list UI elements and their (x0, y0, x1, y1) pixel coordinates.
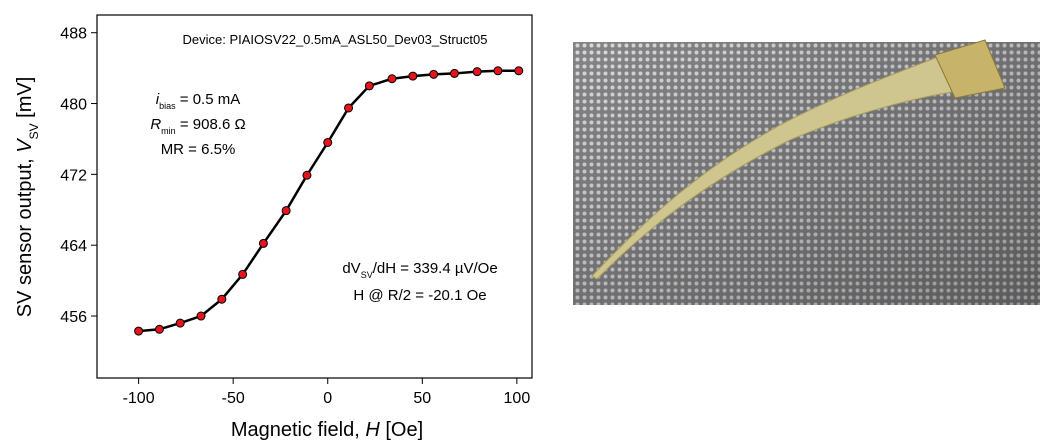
x-tick-label: 0 (323, 390, 332, 407)
point (217, 294, 227, 304)
label-part: H (365, 419, 380, 441)
x-tick-label: 50 (413, 390, 431, 407)
point (154, 324, 164, 334)
point (196, 311, 206, 321)
label-part: [mV] (14, 77, 36, 124)
point (302, 170, 312, 180)
label-part: Magnetic field, (231, 419, 366, 441)
label-part: Device: PIAIOSV22_0.5mA_ASL50_Dev03_Stru… (183, 32, 488, 47)
y-tick-label: 472 (60, 167, 87, 184)
point (493, 66, 503, 76)
label: ibias = 0.5 mA (156, 91, 240, 111)
connector-pads (934, 39, 1006, 99)
label-part: min (161, 126, 176, 136)
point (408, 71, 418, 81)
label-part: = 0.5 mA (176, 91, 241, 108)
label-part: i (156, 91, 160, 108)
plot-frame (96, 14, 533, 379)
label: SV sensor output, VSV [mV] (14, 77, 41, 318)
point (387, 74, 397, 84)
y-tick-label: 480 (60, 97, 87, 114)
label: dVSV/dH = 339.4 µV/Oe (342, 260, 497, 280)
point (323, 137, 333, 147)
label-part: SV (361, 270, 373, 280)
point (449, 68, 459, 78)
label: Device: PIAIOSV22_0.5mA_ASL50_Dev03_Stru… (183, 32, 488, 47)
point (364, 81, 374, 91)
y-tick-label: 488 (60, 26, 87, 43)
photo (573, 39, 1040, 305)
label-part: R (150, 116, 161, 133)
point (514, 66, 524, 76)
plot: -100 -50 0 50 100 456 464 472 480 488 Magnetic fie… (14, 26, 530, 441)
label-part: SV (27, 123, 41, 139)
x-tick-label: -50 (222, 390, 245, 407)
point (281, 206, 291, 216)
label-part: SV sensor output, (14, 153, 36, 318)
point (175, 318, 185, 328)
point (258, 238, 268, 248)
label: MR = 6.5% (161, 141, 236, 158)
point (134, 326, 144, 336)
point (238, 269, 248, 279)
label: Rmin = 908.6 Ω (150, 116, 245, 136)
label: H @ R/2 = -20.1 Oe (353, 287, 486, 304)
point (344, 103, 354, 113)
label: Magnetic field, H [Oe] (231, 419, 423, 441)
label-part: bias (159, 101, 176, 111)
x-tick-label: -100 (123, 390, 155, 407)
label-part: V (14, 138, 36, 153)
point (429, 69, 439, 79)
x-tick-label: 100 (504, 390, 531, 407)
label-part: MR = 6.5% (161, 141, 236, 158)
point (472, 67, 482, 77)
label-part: [Oe] (380, 419, 423, 441)
y-tick-label: 456 (60, 309, 87, 326)
label-part: = 908.6 Ω (176, 116, 246, 133)
label-part: dV (342, 260, 360, 277)
y-tick-label: 464 (60, 238, 87, 255)
label-part: /dH = 339.4 µV/Oe (373, 260, 498, 277)
label-part: H @ R/2 = -20.1 Oe (353, 287, 486, 304)
